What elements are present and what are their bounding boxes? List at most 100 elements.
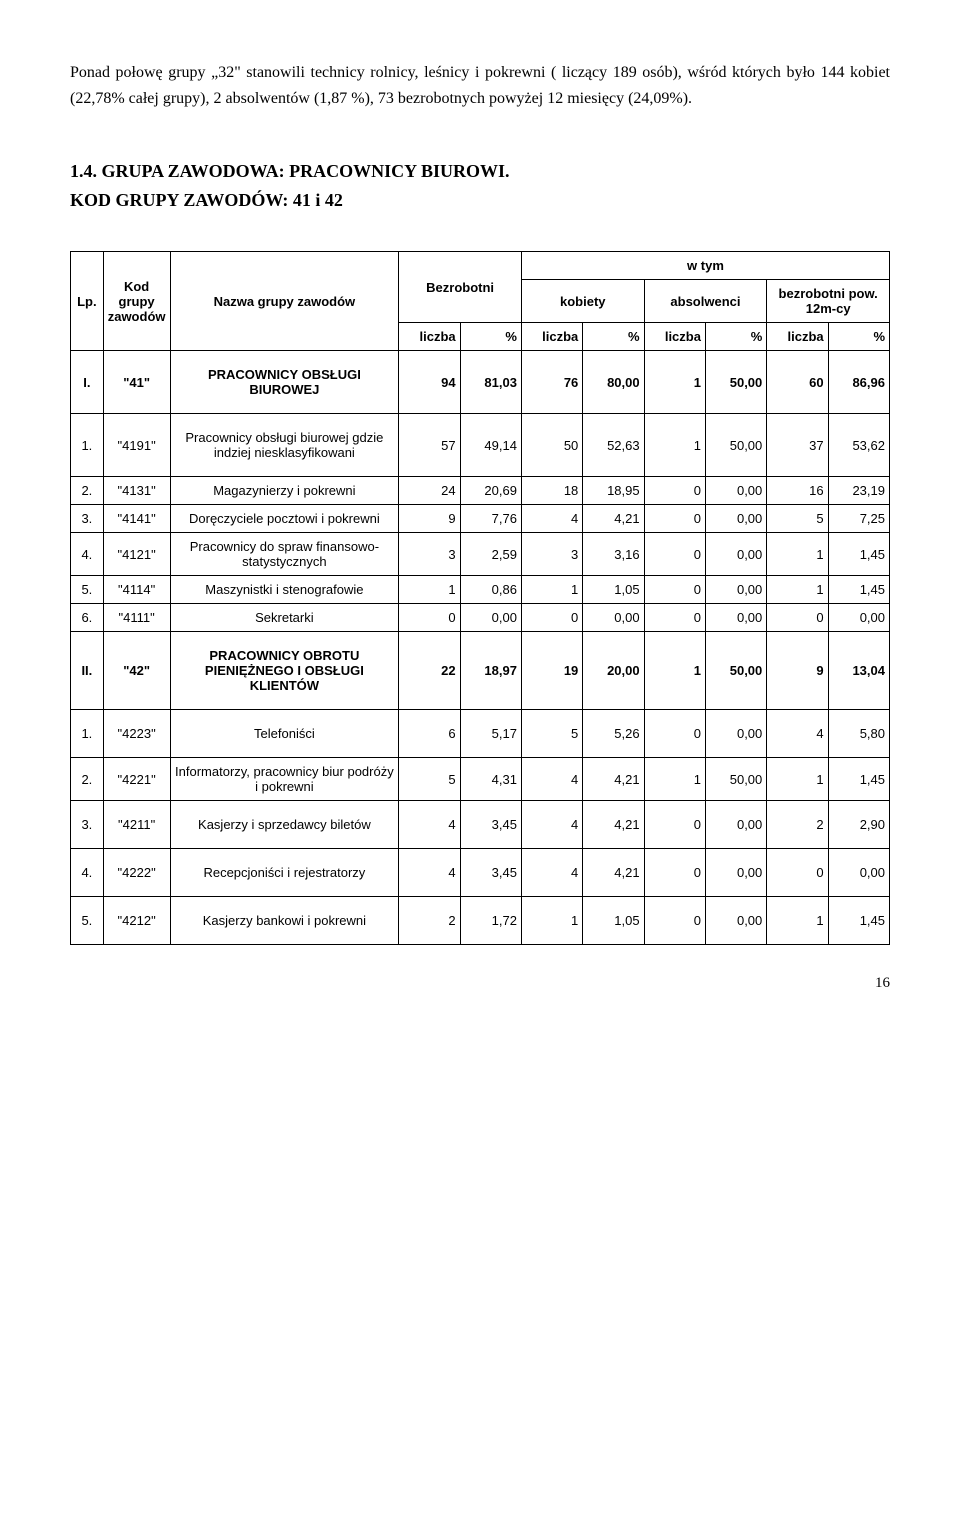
table-row: 5."4114"Maszynistki i stenografowie10,86…	[71, 576, 890, 604]
th-liczba: liczba	[399, 323, 460, 351]
cell-value: 0	[644, 533, 705, 576]
th-pow12: bezrobotni pow. 12m-cy	[767, 280, 890, 323]
cell-value: 0	[644, 477, 705, 505]
cell-value: 60	[767, 351, 828, 414]
cell-value: 0,00	[705, 849, 766, 897]
cell-value: 0,00	[705, 576, 766, 604]
cell-kod: "4221"	[103, 758, 170, 801]
table-row: 1."4191"Pracownicy obsługi biurowej gdzi…	[71, 414, 890, 477]
cell-value: 1	[767, 576, 828, 604]
cell-lp: 5.	[71, 576, 104, 604]
cell-lp: 4.	[71, 533, 104, 576]
th-kobiety: kobiety	[521, 280, 644, 323]
cell-value: 0,00	[705, 604, 766, 632]
data-table: Lp. Kod grupy zawodów Nazwa grupy zawodó…	[70, 251, 890, 945]
cell-value: 1,45	[828, 897, 889, 945]
th-pct: %	[583, 323, 644, 351]
cell-value: 57	[399, 414, 460, 477]
th-bezrobotni: Bezrobotni	[399, 252, 522, 323]
cell-value: 0,00	[705, 477, 766, 505]
cell-value: 1	[767, 897, 828, 945]
cell-value: 1,05	[583, 576, 644, 604]
cell-value: 4	[521, 758, 582, 801]
cell-value: 0,86	[460, 576, 521, 604]
cell-value: 1	[644, 758, 705, 801]
table-row: 5."4212"Kasjerzy bankowi i pokrewni21,72…	[71, 897, 890, 945]
cell-nazwa: Pracownicy obsługi biurowej gdzie indzie…	[170, 414, 399, 477]
table-row: II."42"PRACOWNICY OBROTU PIENIĘŻNEGO I O…	[71, 632, 890, 710]
page-number: 16	[70, 975, 890, 992]
cell-value: 4	[767, 710, 828, 758]
cell-value: 18,95	[583, 477, 644, 505]
cell-kod: "4121"	[103, 533, 170, 576]
th-absolwenci: absolwenci	[644, 280, 767, 323]
cell-value: 4	[399, 849, 460, 897]
cell-value: 52,63	[583, 414, 644, 477]
cell-lp: I.	[71, 351, 104, 414]
cell-value: 0,00	[705, 533, 766, 576]
cell-value: 49,14	[460, 414, 521, 477]
cell-value: 1,05	[583, 897, 644, 945]
cell-value: 50,00	[705, 351, 766, 414]
th-liczba: liczba	[521, 323, 582, 351]
cell-value: 4	[521, 849, 582, 897]
th-pct: %	[828, 323, 889, 351]
th-pct: %	[460, 323, 521, 351]
cell-value: 4,31	[460, 758, 521, 801]
cell-value: 22	[399, 632, 460, 710]
cell-value: 1	[399, 576, 460, 604]
cell-value: 0	[644, 604, 705, 632]
cell-value: 9	[767, 632, 828, 710]
cell-value: 0,00	[828, 849, 889, 897]
cell-value: 0,00	[705, 505, 766, 533]
cell-value: 0	[399, 604, 460, 632]
cell-value: 2,90	[828, 801, 889, 849]
cell-value: 50,00	[705, 758, 766, 801]
cell-lp: II.	[71, 632, 104, 710]
cell-value: 0	[644, 849, 705, 897]
cell-value: 1	[521, 897, 582, 945]
table-row: 2."4131"Magazynierzy i pokrewni2420,6918…	[71, 477, 890, 505]
th-kod: Kod grupy zawodów	[103, 252, 170, 351]
cell-value: 50,00	[705, 632, 766, 710]
cell-value: 0	[521, 604, 582, 632]
cell-value: 4,21	[583, 849, 644, 897]
cell-value: 7,25	[828, 505, 889, 533]
cell-nazwa: Doręczyciele pocztowi i pokrewni	[170, 505, 399, 533]
cell-kod: "4211"	[103, 801, 170, 849]
cell-value: 53,62	[828, 414, 889, 477]
cell-kod: "4212"	[103, 897, 170, 945]
cell-value: 19	[521, 632, 582, 710]
th-liczba: liczba	[767, 323, 828, 351]
cell-value: 2	[767, 801, 828, 849]
cell-value: 20,69	[460, 477, 521, 505]
cell-value: 13,04	[828, 632, 889, 710]
section-subtitle: KOD GRUPY ZAWODÓW: 41 i 42	[70, 190, 890, 211]
cell-value: 0,00	[828, 604, 889, 632]
cell-nazwa: Telefoniści	[170, 710, 399, 758]
cell-kod: "41"	[103, 351, 170, 414]
cell-kod: "42"	[103, 632, 170, 710]
cell-kod: "4191"	[103, 414, 170, 477]
cell-nazwa: Kasjerzy i sprzedawcy biletów	[170, 801, 399, 849]
cell-value: 2	[399, 897, 460, 945]
cell-value: 0	[644, 576, 705, 604]
cell-kod: "4223"	[103, 710, 170, 758]
intro-paragraph: Ponad połowę grupy „32" stanowili techni…	[70, 60, 890, 111]
cell-value: 5	[521, 710, 582, 758]
cell-value: 1	[644, 632, 705, 710]
cell-value: 5	[399, 758, 460, 801]
cell-value: 3,45	[460, 849, 521, 897]
cell-nazwa: Magazynierzy i pokrewni	[170, 477, 399, 505]
cell-value: 20,00	[583, 632, 644, 710]
cell-kod: "4111"	[103, 604, 170, 632]
cell-value: 6	[399, 710, 460, 758]
cell-value: 4	[521, 505, 582, 533]
cell-value: 1	[644, 351, 705, 414]
cell-value: 0	[644, 710, 705, 758]
cell-value: 0,00	[705, 710, 766, 758]
cell-value: 1	[767, 533, 828, 576]
th-liczba: liczba	[644, 323, 705, 351]
th-lp: Lp.	[71, 252, 104, 351]
cell-nazwa: Sekretarki	[170, 604, 399, 632]
